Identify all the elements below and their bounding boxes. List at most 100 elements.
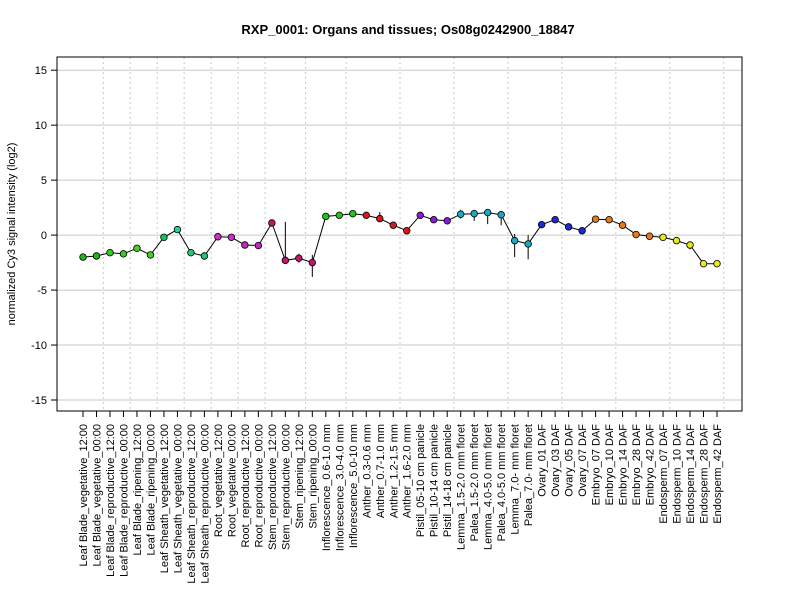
data-point <box>483 208 492 217</box>
data-point <box>591 215 600 223</box>
data-point <box>335 211 343 220</box>
data-point <box>92 252 101 260</box>
x-tick-label: Stem_ripening_12:00 <box>294 424 306 529</box>
y-axis: -15 -10 -5 0 5 10 15 <box>31 65 58 407</box>
x-tick-label: Endosperm_07 DAF <box>658 424 670 524</box>
data-point <box>672 236 681 245</box>
data-points <box>79 208 721 268</box>
x-tick-label: Root_reproductive_12:00 <box>240 424 252 548</box>
x-tick-label: Leaf Sheath_reproductive_12:00 <box>186 424 198 584</box>
x-tick-label: Root_reproductive_00:00 <box>253 424 265 548</box>
data-point <box>403 227 411 235</box>
data-point <box>564 223 573 231</box>
y-tick-label: 10 <box>35 120 47 132</box>
x-tick-label: Pistil_05-10 cm panicle <box>415 424 427 537</box>
data-point <box>389 221 397 229</box>
data-point <box>241 241 249 249</box>
x-tick-label: Pistil_10-14 cm panicle <box>429 424 441 537</box>
y-tick-label: -10 <box>31 340 47 352</box>
data-point <box>524 240 532 248</box>
x-tick-label: Stem_reproductive_00:00 <box>280 424 292 550</box>
data-point <box>416 211 424 220</box>
data-point <box>200 252 209 260</box>
x-tick-label: Endosperm_14 DAF <box>685 424 697 524</box>
x-tick-label: Ovary_01 DAF <box>537 424 549 497</box>
x-tick-label: Pistil_14-18 cm panicle <box>442 424 454 537</box>
x-tick-label: Root_vegetative_12:00 <box>213 424 225 537</box>
x-tick-label: Leaf Sheath_vegetative_00:00 <box>172 424 184 573</box>
x-tick-label: Leaf Blade_reproductive_00:00 <box>118 424 130 577</box>
data-point <box>362 211 370 220</box>
x-tick-label: Stem_reproductive_12:00 <box>267 424 279 550</box>
data-point <box>376 214 384 223</box>
x-tick-label: Anther_1.2-1.5 mm <box>388 424 400 518</box>
x-tick-label: Leaf Blade_reproductive_12:00 <box>105 424 117 577</box>
data-point <box>659 233 667 241</box>
data-point <box>227 233 236 241</box>
y-tick-label: 0 <box>41 230 47 242</box>
x-tick-label: Embryo_14 DAF <box>618 424 630 506</box>
data-point <box>349 209 357 218</box>
x-tick-label: Leaf Blade_ripening_12:00 <box>132 424 144 556</box>
data-point <box>618 221 627 229</box>
data-point <box>187 248 195 257</box>
data-point <box>713 259 721 268</box>
data-point <box>551 216 559 224</box>
x-tick-label: Lemma_1.5-2.0 mm floret <box>456 424 468 550</box>
x-tick-label: Inflorescence_5.0-10 mm <box>348 424 360 548</box>
x-tick-label: Endosperm_28 DAF <box>699 424 711 524</box>
x-tick-label: Anther_0.7-1.0 mm <box>375 424 387 518</box>
data-point <box>605 216 613 224</box>
data-point <box>295 254 303 262</box>
x-tick-label: Palea_1.5-2.0 mm floret <box>469 424 481 541</box>
y-tick-label: -5 <box>37 285 47 297</box>
data-point <box>686 241 694 249</box>
data-point <box>254 241 263 250</box>
data-point <box>430 216 438 224</box>
x-tick-label: Ovary_07 DAF <box>577 424 589 497</box>
data-point <box>699 259 708 268</box>
x-tick-label: Inflorescence_3.0-4.0 mm <box>334 424 346 551</box>
y-tick-label: -15 <box>31 395 47 407</box>
x-tick-label: Embryo_10 DAF <box>604 424 616 506</box>
y-tick-label: 15 <box>35 65 47 77</box>
x-tick-label: Stem_ripening_00:00 <box>307 424 319 529</box>
data-point <box>632 230 640 239</box>
x-tick-label: Leaf Blade_vegetative_12:00 <box>78 424 90 567</box>
data-point <box>510 236 519 245</box>
data-point <box>443 217 451 225</box>
data-point <box>537 220 546 229</box>
data-point <box>79 253 87 261</box>
x-tick-label: Endosperm_10 DAF <box>672 424 684 524</box>
x-tick-label: Embryo_28 DAF <box>631 424 643 506</box>
x-tick-label: Palea_7.0- mm floret <box>523 424 535 526</box>
x-tick-label: Leaf Sheath_vegetative_12:00 <box>159 424 171 573</box>
gridlines <box>57 69 742 401</box>
x-tick-label: Ovary_03 DAF <box>550 424 562 497</box>
x-tick-label: Anther_0.3-0.6 mm <box>361 424 373 518</box>
x-tick-label: Root_vegetative_00:00 <box>226 424 238 537</box>
y-tick-label: 5 <box>41 175 47 187</box>
chart-title: RXP_0001: Organs and tissues; Os08g02429… <box>241 22 574 37</box>
data-point <box>308 258 317 267</box>
data-point <box>322 212 330 221</box>
x-tick-label: Inflorescence_0.6-1.0 mm <box>321 424 333 551</box>
x-tick-label: Anther_1.6-2.0 mm <box>402 424 414 518</box>
x-tick-label: Palea_4.0-5.0 mm floret <box>496 424 508 541</box>
data-point <box>457 210 465 218</box>
data-point <box>268 219 276 227</box>
data-point <box>470 209 478 218</box>
data-point <box>497 211 505 219</box>
data-point <box>578 227 586 235</box>
data-point <box>119 250 128 258</box>
x-tick-label: Leaf Blade_ripening_00:00 <box>145 424 157 556</box>
data-point <box>160 233 168 241</box>
x-tick-label: Embryo_07 DAF <box>591 424 603 506</box>
x-tick-label: Leaf Blade_vegetative_00:00 <box>91 424 103 567</box>
data-point <box>645 232 654 240</box>
x-tick-label: Endosperm_42 DAF <box>712 424 724 524</box>
y-axis-label: normalized Cy3 signal intensity (log2) <box>6 143 18 326</box>
x-tick-label: Leaf Sheath_reproductive_00:00 <box>199 424 211 584</box>
data-point <box>146 251 155 259</box>
